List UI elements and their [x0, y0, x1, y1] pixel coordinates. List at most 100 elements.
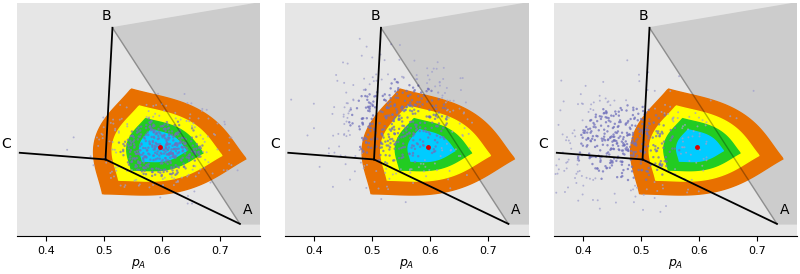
Point	[186, 201, 198, 206]
Point	[194, 133, 207, 137]
Point	[629, 194, 642, 199]
Point	[626, 136, 639, 140]
Point	[647, 155, 660, 159]
Point	[347, 98, 360, 102]
Point	[436, 96, 449, 100]
Point	[158, 136, 171, 140]
Point	[141, 130, 154, 135]
Point	[399, 200, 412, 204]
Point	[422, 87, 435, 92]
Point	[117, 149, 130, 153]
Point	[430, 107, 442, 111]
Point	[362, 124, 375, 129]
Point	[627, 108, 640, 112]
Point	[344, 178, 357, 182]
Point	[330, 73, 342, 77]
Point	[396, 153, 409, 157]
Point	[415, 96, 428, 101]
Point	[138, 165, 150, 170]
Point	[598, 127, 610, 132]
Point	[432, 90, 445, 95]
Point	[406, 181, 419, 185]
Point	[587, 108, 600, 112]
Polygon shape	[112, 106, 222, 181]
Point	[599, 164, 612, 169]
Point	[570, 172, 583, 176]
Point	[328, 105, 341, 109]
Point	[161, 120, 174, 124]
Point	[444, 110, 457, 114]
Point	[591, 134, 604, 138]
Point	[155, 152, 168, 156]
Point	[132, 129, 145, 134]
Point	[466, 121, 478, 125]
Point	[166, 171, 179, 175]
Point	[169, 132, 182, 136]
Point	[148, 144, 161, 148]
Point	[589, 145, 602, 149]
Point	[132, 125, 145, 130]
Point	[447, 99, 460, 103]
Point	[409, 122, 422, 127]
Point	[454, 154, 466, 158]
Point	[403, 168, 416, 172]
Point	[637, 109, 650, 113]
Polygon shape	[362, 89, 514, 195]
Point	[192, 116, 205, 121]
Point	[166, 129, 178, 133]
Point	[615, 175, 628, 179]
Point	[430, 144, 442, 149]
Point	[604, 161, 617, 165]
Point	[575, 174, 588, 178]
Point	[167, 183, 180, 187]
Point	[418, 158, 431, 162]
Point	[677, 124, 690, 129]
Point	[371, 137, 384, 141]
Point	[610, 141, 623, 145]
Point	[185, 101, 198, 105]
Point	[170, 169, 183, 173]
Point	[693, 115, 706, 120]
Point	[179, 142, 192, 146]
Text: B: B	[370, 9, 380, 23]
Point	[399, 134, 412, 138]
Point	[132, 134, 145, 139]
Point	[649, 107, 662, 111]
Point	[423, 115, 436, 119]
Point	[158, 126, 171, 131]
Point	[151, 137, 164, 141]
Point	[400, 105, 413, 109]
Point	[186, 149, 198, 153]
Point	[378, 127, 390, 132]
Point	[146, 170, 158, 174]
Point	[618, 143, 630, 148]
Point	[130, 152, 142, 156]
Point	[556, 132, 569, 137]
Point	[146, 135, 158, 139]
Point	[387, 119, 400, 123]
Point	[635, 168, 648, 173]
Point	[368, 127, 381, 131]
Point	[608, 98, 621, 103]
Point	[667, 115, 680, 120]
Point	[363, 109, 376, 113]
Point	[358, 76, 370, 81]
Point	[409, 147, 422, 151]
Point	[382, 143, 394, 148]
Point	[669, 146, 682, 151]
Point	[669, 172, 682, 176]
Point	[584, 138, 597, 143]
Point	[189, 158, 202, 163]
Point	[630, 107, 643, 111]
Point	[557, 150, 570, 155]
Point	[171, 141, 184, 146]
Point	[429, 161, 442, 166]
Point	[599, 120, 612, 124]
Point	[178, 92, 191, 96]
Point	[447, 109, 460, 113]
Point	[110, 150, 122, 155]
Point	[697, 157, 710, 161]
Point	[347, 97, 360, 102]
Point	[147, 130, 160, 135]
Point	[564, 141, 577, 145]
